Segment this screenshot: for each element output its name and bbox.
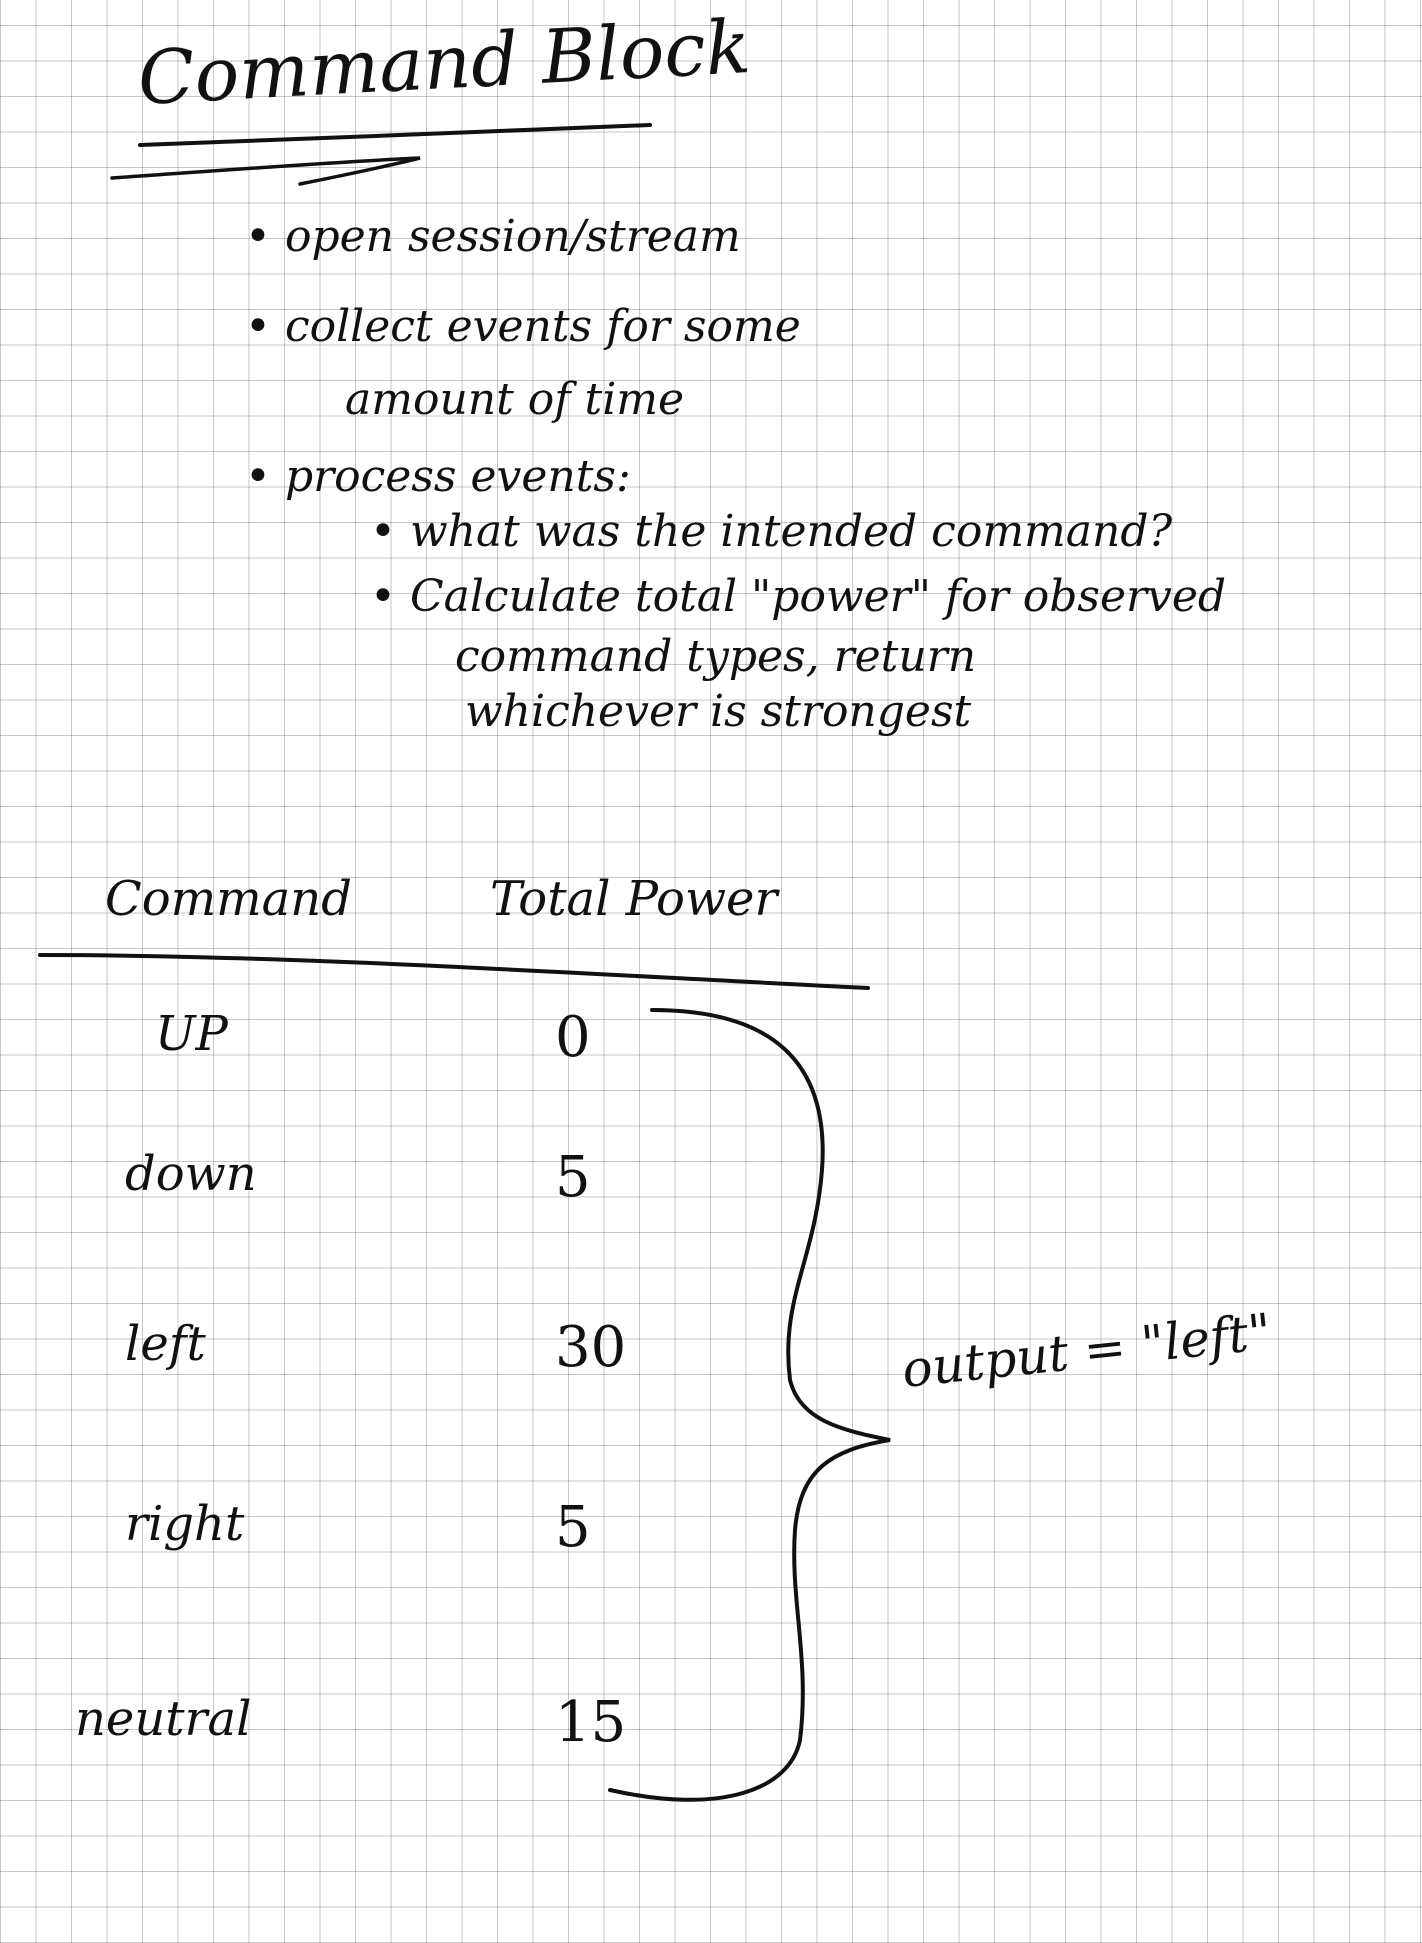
sub-bullet-intended-command: • what was the intended command? (370, 510, 1172, 554)
bullet-text: what was the intended command? (409, 506, 1173, 557)
sub-bullet-continuation-2: whichever is strongest (465, 686, 972, 737)
title-underline-2 (110, 156, 421, 186)
table-cell-command-down: down (125, 1146, 257, 1202)
table-header-rule (38, 953, 870, 990)
table-header-command: Command (105, 871, 352, 927)
bullet-process-events: • process events: (245, 455, 631, 499)
bullet-text: process events: (284, 451, 631, 502)
bullet-marker: • (245, 211, 271, 262)
table-header-total-power: Total Power (490, 871, 778, 927)
output-annotation: output = "left" (899, 1302, 1274, 1399)
table-cell-power-up: 0 (555, 1005, 591, 1070)
table-cell-power-neutral: 15 (555, 1690, 627, 1755)
bullet-text: open session/stream (284, 211, 741, 262)
sub-bullet-calculate-power: • Calculate total "power" for observed (370, 575, 1226, 619)
bullet-collect-events: • collect events for some (245, 305, 801, 349)
table-cell-power-left: 30 (555, 1315, 627, 1380)
table-cell-power-down: 5 (555, 1145, 591, 1210)
table-cell-command-left: left (125, 1316, 206, 1372)
bullet-marker: • (370, 571, 396, 622)
bullet-marker: • (370, 506, 396, 557)
table-cell-command-neutral: neutral (75, 1691, 252, 1747)
bullet-collect-events-continuation: amount of time (345, 374, 685, 425)
title-underline (138, 123, 652, 147)
curly-brace (608, 1008, 891, 1802)
table-cell-command-up: UP (155, 1006, 228, 1062)
bullet-text: Calculate total "power" for observed (409, 571, 1227, 622)
bullet-marker: • (245, 451, 271, 502)
page-title: Command Block (135, 4, 753, 122)
bullet-open-session: • open session/stream (245, 215, 741, 259)
table-cell-command-right: right (125, 1496, 245, 1552)
bullet-marker: • (245, 301, 271, 352)
table-cell-power-right: 5 (555, 1495, 591, 1560)
sub-bullet-continuation-1: command types, return (455, 631, 977, 682)
bullet-text: collect events for some (284, 301, 801, 352)
